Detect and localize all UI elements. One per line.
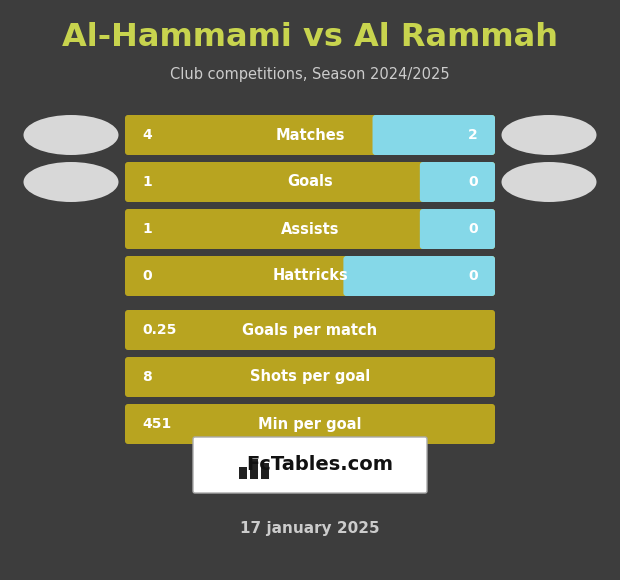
Text: 1: 1 xyxy=(142,175,152,189)
Text: 2: 2 xyxy=(468,128,478,142)
Text: Assists: Assists xyxy=(281,222,339,237)
FancyBboxPatch shape xyxy=(343,256,495,296)
FancyBboxPatch shape xyxy=(125,256,495,296)
Text: Goals: Goals xyxy=(287,175,333,190)
FancyBboxPatch shape xyxy=(420,209,495,249)
Text: 17 january 2025: 17 january 2025 xyxy=(240,520,380,535)
Text: Matches: Matches xyxy=(275,128,345,143)
Text: FcTables.com: FcTables.com xyxy=(247,455,394,474)
Text: 4: 4 xyxy=(142,128,152,142)
Ellipse shape xyxy=(24,162,118,202)
FancyBboxPatch shape xyxy=(125,115,495,155)
FancyBboxPatch shape xyxy=(239,467,247,479)
FancyBboxPatch shape xyxy=(420,162,495,202)
Text: 0: 0 xyxy=(142,269,152,283)
Ellipse shape xyxy=(24,115,118,155)
FancyBboxPatch shape xyxy=(249,459,257,479)
Text: Shots per goal: Shots per goal xyxy=(250,369,370,385)
Text: Min per goal: Min per goal xyxy=(259,416,361,432)
Text: Al-Hammami vs Al Rammah: Al-Hammami vs Al Rammah xyxy=(62,23,558,53)
FancyBboxPatch shape xyxy=(193,437,427,493)
Text: Club competitions, Season 2024/2025: Club competitions, Season 2024/2025 xyxy=(170,67,450,82)
Text: 0: 0 xyxy=(468,222,478,236)
FancyBboxPatch shape xyxy=(125,162,495,202)
FancyBboxPatch shape xyxy=(125,209,495,249)
FancyBboxPatch shape xyxy=(260,463,268,479)
Text: 1: 1 xyxy=(142,222,152,236)
Text: Goals per match: Goals per match xyxy=(242,322,378,338)
Text: 451: 451 xyxy=(142,417,171,431)
Text: 8: 8 xyxy=(142,370,152,384)
FancyBboxPatch shape xyxy=(125,404,495,444)
FancyBboxPatch shape xyxy=(125,357,495,397)
FancyBboxPatch shape xyxy=(125,310,495,350)
FancyBboxPatch shape xyxy=(373,115,495,155)
Text: 0.25: 0.25 xyxy=(142,323,176,337)
Ellipse shape xyxy=(502,162,596,202)
Text: 0: 0 xyxy=(468,175,478,189)
Ellipse shape xyxy=(502,115,596,155)
Text: Hattricks: Hattricks xyxy=(272,269,348,284)
Text: 0: 0 xyxy=(468,269,478,283)
